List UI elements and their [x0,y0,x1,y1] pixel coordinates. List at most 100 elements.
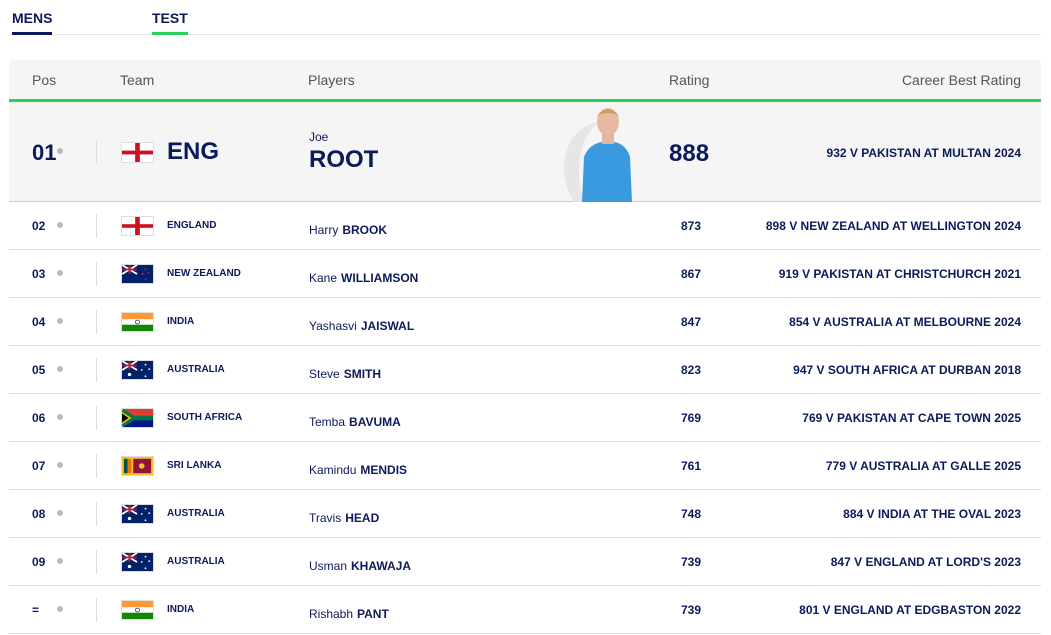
player-name[interactable]: Harry BROOK [309,223,387,237]
player-first-name: Rishabh [309,607,354,621]
position: 09 [32,555,46,569]
player-first-name: Kane [309,271,338,285]
table-header: Pos Team Players Rating Career Best Rati… [9,60,1041,102]
india-flag-icon [121,312,154,332]
career-best: 779 V AUSTRALIA AT GALLE 2025 [825,459,1021,473]
rating: 847 [681,315,702,329]
rating: 823 [681,363,702,377]
career-best: 854 V AUSTRALIA AT MELBOURNE 2024 [789,315,1021,329]
player-name[interactable]: Usman KHAWAJA [309,559,411,573]
divider [96,262,97,286]
rating: 748 [681,507,702,521]
player-first-name: Kamindu [309,463,357,477]
movement-dot-icon [57,366,63,372]
player-last-name: BROOK [342,223,388,237]
team: AUSTRALIA [167,508,225,519]
movement-dot-icon [57,222,63,228]
career-best: 919 V PAKISTAN AT CHRISTCHURCH 2021 [778,267,1021,281]
team: AUSTRALIA [167,364,225,375]
player-last-name: KHAWAJA [351,559,412,573]
career-best: 947 V SOUTH AFRICA AT DURBAN 2018 [793,363,1021,377]
player-photo [563,108,632,202]
table-row[interactable]: = INDIA Rishabh PANT 739 801 V ENGLAND AT… [9,586,1041,634]
player-last-name: PANT [357,607,389,621]
player-name[interactable]: Rishabh PANT [309,607,389,621]
rating: 888 [669,140,710,167]
player-name[interactable]: Kane WILLIAMSON [309,271,418,285]
rating: 739 [681,555,702,569]
tab-mens[interactable]: MENS [12,10,53,35]
player-first-name: Travis [309,511,342,525]
player-last-name: WILLIAMSON [341,271,419,285]
table-row[interactable]: 08 AUSTRALIA Travis HEAD 748 884 V INDIA … [9,490,1041,538]
career-best: 769 V PAKISTAN AT CAPE TOWN 2025 [802,411,1021,425]
movement-dot-icon [57,510,63,516]
table-row[interactable]: 02 ENGLAND Harry BROOK 873 898 V NEW ZEAL… [9,202,1041,250]
team: SOUTH AFRICA [167,412,243,423]
divider [96,502,97,526]
col-players: Players [308,72,355,88]
south-africa-flag-icon [120,408,154,428]
divider [96,406,97,430]
tab-test[interactable]: TEST [152,10,188,35]
career-best: 898 V NEW ZEALAND AT WELLINGTON 2024 [765,219,1021,233]
player-last-name: MENDIS [360,463,408,477]
player-first-name: Steve [309,367,340,381]
team: ENG [167,138,220,165]
career-best: 847 V ENGLAND AT LORD'S 2023 [830,555,1021,569]
divider [96,598,97,622]
table-row[interactable]: 04 INDIA Yashasvi JAISWAL 847 854 V AUSTR… [9,298,1041,346]
england-flag-icon [121,216,154,236]
new-zealand-flag-icon [121,264,154,284]
movement-dot-icon [57,148,63,154]
team: AUSTRALIA [167,556,225,567]
movement-dot-icon [57,270,63,276]
career-best: 932 V PAKISTAN AT MULTAN 2024 [826,146,1021,160]
col-team: Team [120,72,155,88]
movement-dot-icon [57,462,63,468]
player-first-name: Temba [309,415,346,429]
divider [96,310,97,334]
india-flag-icon [121,600,154,620]
team: INDIA [167,316,195,327]
divider [96,550,97,574]
rating: 867 [681,267,702,281]
position: 07 [32,459,46,473]
col-pos: Pos [32,72,57,88]
rating: 769 [681,411,702,425]
player-last-name: BAVUMA [349,415,401,429]
position: 03 [32,267,46,281]
team: INDIA [167,604,195,615]
australia-flag-icon [121,504,154,524]
leader-row[interactable]: 01 ENG Joe ROOT 888 932 V PAKISTAN AT MU… [9,102,1041,202]
divider [96,140,97,164]
player-last-name: SMITH [343,367,382,381]
rating: 761 [681,459,702,473]
table-row[interactable]: 03 NEW ZEALAND Kane WILLIAMSON 867 919 V … [9,250,1041,298]
table-row[interactable]: 06 SOUTH AFRICA Temba BAVUMA 769 769 V PA… [9,394,1041,442]
movement-dot-icon [57,558,63,564]
table-row[interactable]: 07 SRI LANKA Kamindu MENDIS 761 779 V AUS… [9,442,1041,490]
table-row[interactable]: 09 AUSTRALIA Usman KHAWAJA 739 847 V ENGL… [9,538,1041,586]
team: SRI LANKA [167,460,222,471]
movement-dot-icon [57,606,63,612]
player-name[interactable]: Steve SMITH [309,367,381,381]
player-first-name: Yashasvi [309,319,357,333]
col-rating: Rating [669,72,710,88]
player-name[interactable]: Travis HEAD [309,511,379,525]
player-last-name: HEAD [345,511,380,525]
col-career-best: Career Best Rating [901,72,1021,88]
player-first-name: Usman [309,559,348,573]
divider [96,454,97,478]
player-name[interactable]: Yashasvi JAISWAL [309,319,414,333]
player-name[interactable]: Temba BAVUMA [309,415,401,429]
australia-flag-icon [121,360,154,380]
divider [96,358,97,382]
sri-lanka-flag-icon [121,456,154,476]
player-name[interactable]: Kamindu MENDIS [309,463,407,477]
player-last-name: JAISWAL [360,319,415,333]
position: 06 [32,411,46,425]
movement-dot-icon [57,414,63,420]
table-row[interactable]: 05 AUSTRALIA Steve SMITH 823 947 V SOUTH … [9,346,1041,394]
position: 08 [32,507,46,521]
